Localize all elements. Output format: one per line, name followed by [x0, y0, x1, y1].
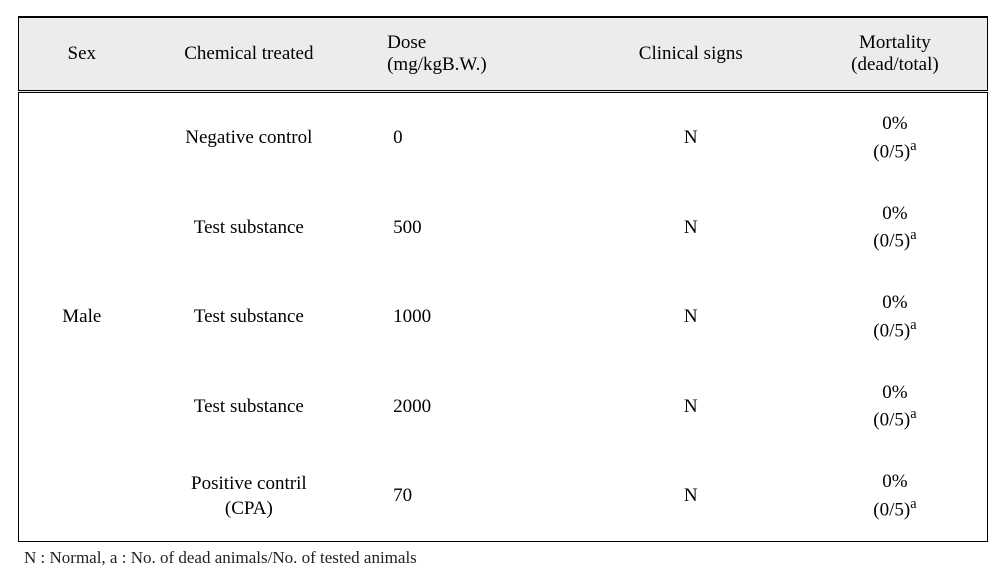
- header-dose-line1: Dose: [387, 32, 426, 53]
- mort-pct: 0%: [811, 380, 979, 406]
- dose-cell: 500: [353, 183, 579, 273]
- chem-cell: Positive contril (CPA): [145, 451, 354, 541]
- mort-frac-wrap: (0/5)a: [811, 405, 979, 433]
- mort-cell: 0% (0/5)a: [803, 92, 988, 183]
- mort-pct: 0%: [811, 201, 979, 227]
- table-wrapper: Sex Chemical treated Dose (mg/kgB.W.) Cl…: [18, 16, 988, 568]
- header-sex: Sex: [19, 17, 145, 92]
- header-row: Sex Chemical treated Dose (mg/kgB.W.) Cl…: [19, 17, 988, 92]
- table-row: Test substance 2000 N 0% (0/5)a: [19, 362, 988, 452]
- dose-cell: 70: [353, 451, 579, 541]
- mort-frac-wrap: (0/5)a: [811, 495, 979, 523]
- table-row: Positive contril (CPA) 70 N 0% (0/5)a: [19, 451, 988, 541]
- signs-cell: N: [579, 183, 803, 273]
- mort-frac: (0/5): [873, 320, 910, 341]
- dose-cell: 1000: [353, 272, 579, 362]
- chem-cell: Negative control: [145, 92, 354, 183]
- mort-cell: 0% (0/5)a: [803, 451, 988, 541]
- sex-cell: Male: [19, 92, 145, 542]
- table-caption: N : Normal, a : No. of dead animals/No. …: [18, 548, 994, 568]
- mort-sup: a: [910, 227, 916, 243]
- mort-pct: 0%: [811, 111, 979, 137]
- table-body: Male Negative control 0 N 0% (0/5)a Test…: [19, 92, 988, 542]
- mort-pct: 0%: [811, 290, 979, 316]
- header-signs: Clinical signs: [579, 17, 803, 92]
- header-mort: Mortality (dead/total): [803, 17, 988, 92]
- mort-pct: 0%: [811, 469, 979, 495]
- header-mort-line1: Mortality: [859, 32, 931, 53]
- mort-frac-wrap: (0/5)a: [811, 137, 979, 165]
- mort-frac-wrap: (0/5)a: [811, 226, 979, 254]
- header-dose-line2: (mg/kgB.W.): [387, 54, 487, 75]
- table-row: Male Negative control 0 N 0% (0/5)a: [19, 92, 988, 183]
- mort-sup: a: [910, 138, 916, 154]
- chem-line2: (CPA): [225, 498, 273, 519]
- chem-cell: Test substance: [145, 362, 354, 452]
- mort-cell: 0% (0/5)a: [803, 183, 988, 273]
- mort-sup: a: [910, 406, 916, 422]
- mort-sup: a: [910, 496, 916, 512]
- data-table: Sex Chemical treated Dose (mg/kgB.W.) Cl…: [18, 16, 988, 542]
- chem-line1: Positive contril: [191, 473, 307, 494]
- dose-cell: 0: [353, 92, 579, 183]
- header-dose: Dose (mg/kgB.W.): [353, 17, 579, 92]
- table-row: Test substance 1000 N 0% (0/5)a: [19, 272, 988, 362]
- chem-cell: Test substance: [145, 183, 354, 273]
- signs-cell: N: [579, 272, 803, 362]
- dose-cell: 2000: [353, 362, 579, 452]
- table-row: Test substance 500 N 0% (0/5)a: [19, 183, 988, 273]
- mort-frac: (0/5): [873, 231, 910, 252]
- signs-cell: N: [579, 362, 803, 452]
- mort-frac: (0/5): [873, 499, 910, 520]
- mort-frac-wrap: (0/5)a: [811, 316, 979, 344]
- mort-cell: 0% (0/5)a: [803, 362, 988, 452]
- header-mort-line2: (dead/total): [851, 54, 939, 75]
- mort-cell: 0% (0/5)a: [803, 272, 988, 362]
- table-head: Sex Chemical treated Dose (mg/kgB.W.) Cl…: [19, 17, 988, 92]
- chem-cell: Test substance: [145, 272, 354, 362]
- signs-cell: N: [579, 92, 803, 183]
- header-chem: Chemical treated: [145, 17, 354, 92]
- mort-sup: a: [910, 317, 916, 333]
- mort-frac: (0/5): [873, 141, 910, 162]
- signs-cell: N: [579, 451, 803, 541]
- mort-frac: (0/5): [873, 410, 910, 431]
